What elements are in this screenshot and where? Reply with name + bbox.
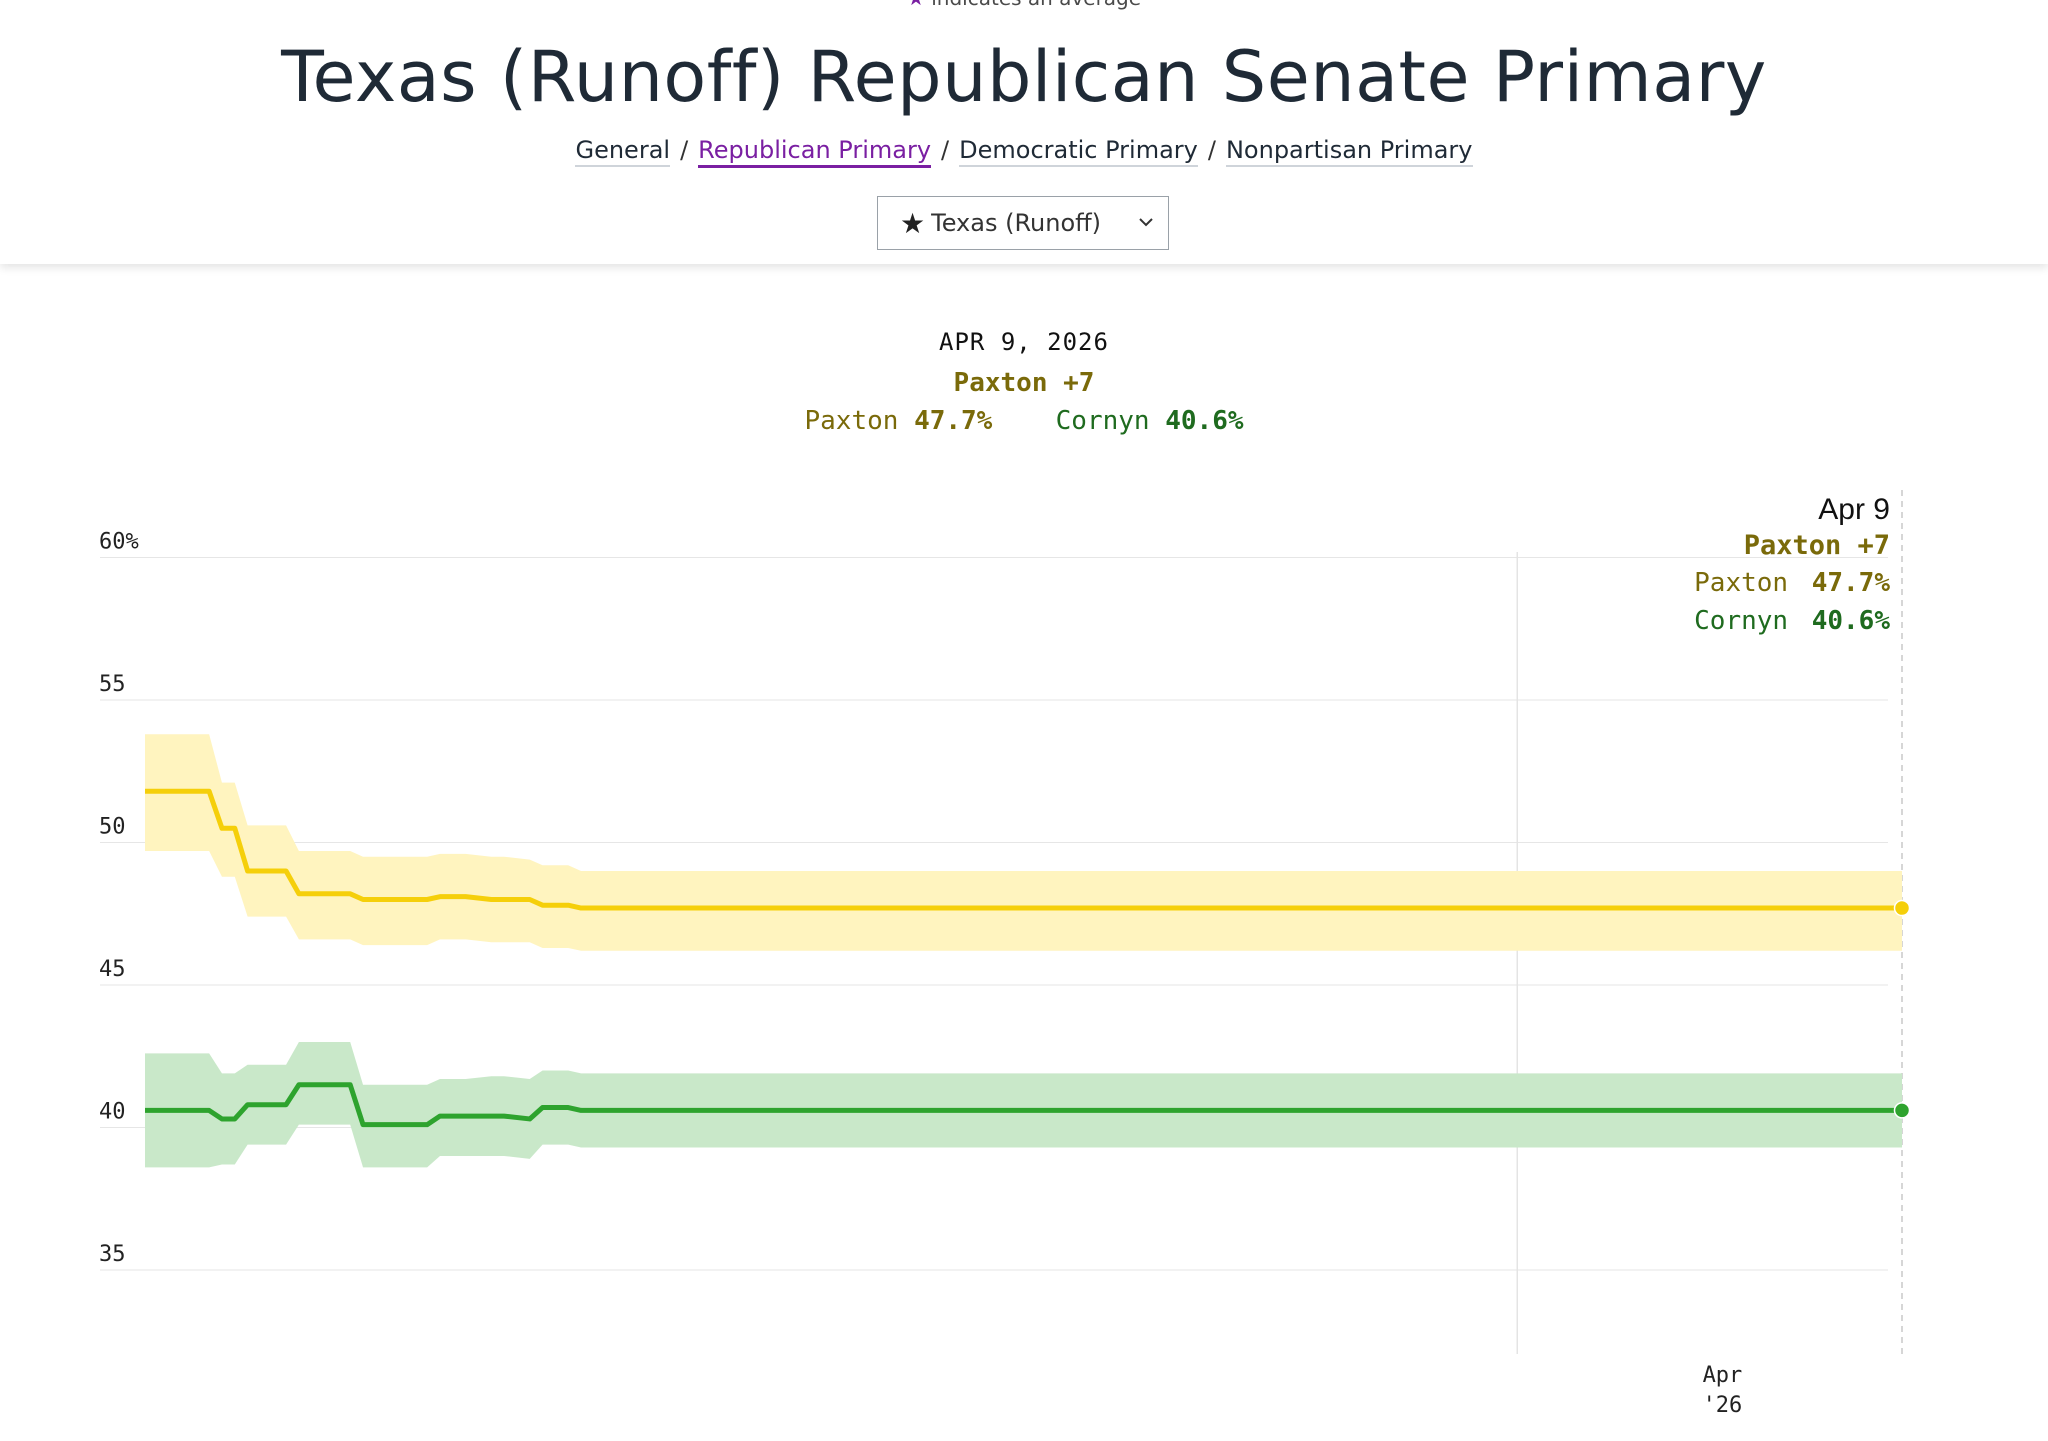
average-note: ★ indicates an average xyxy=(0,0,2048,10)
race-select[interactable]: ★ Texas (Runoff) xyxy=(877,196,1169,250)
breadcrumb-separator: / xyxy=(1207,136,1216,164)
x-tick-label-1: '26 xyxy=(1703,1393,1743,1418)
page-header: ★ indicates an average Texas (Runoff) Re… xyxy=(0,0,2048,264)
y-tick-label-55: 55 xyxy=(99,672,126,697)
tooltip-paxton: Paxton 47.7% xyxy=(1694,568,1890,598)
chart-tooltip: Apr 9 Paxton +7 Paxton 47.7% Cornyn 40.6… xyxy=(1694,493,1890,636)
tooltip-date: Apr 9 xyxy=(1818,493,1890,526)
cornyn-uncertainty-band xyxy=(145,1042,1902,1168)
summary-paxton-name: Paxton xyxy=(804,406,899,436)
chevron-down-icon xyxy=(1139,218,1153,227)
tooltip-paxton-value: 47.7% xyxy=(1812,568,1891,598)
chart-bands xyxy=(145,734,1902,1168)
cornyn-endpoint-dot xyxy=(1893,1102,1911,1119)
summary-values: Paxton 47.7% Cornyn 40.6% xyxy=(0,406,2048,436)
tooltip-paxton-name: Paxton xyxy=(1694,568,1788,598)
nav-democratic-primary[interactable]: Democratic Primary xyxy=(959,136,1198,167)
y-tick-label-50: 50 xyxy=(99,815,126,840)
paxton-uncertainty-band xyxy=(145,734,1902,951)
breadcrumb-separator: / xyxy=(680,136,689,164)
race-select-value: Texas (Runoff) xyxy=(931,209,1102,237)
y-tick-label-60: 60% xyxy=(99,530,139,555)
summary-paxton-value: 47.7% xyxy=(914,406,993,436)
star-icon: ★ xyxy=(900,206,926,240)
cornyn-trend-line xyxy=(145,1082,1902,1128)
tooltip-lead: Paxton +7 xyxy=(1744,530,1890,561)
polling-average-chart[interactable]: 35 40 45 50 55 60% Apr '26 Apr 9 Paxton +7 Paxt… xyxy=(0,490,2048,1441)
breadcrumb-separator: / xyxy=(941,136,950,164)
nav-general[interactable]: General xyxy=(575,136,671,167)
chart-ticks: 35 40 45 50 55 60% Apr '26 xyxy=(99,530,1742,1419)
nav-republican-primary[interactable]: Republican Primary xyxy=(698,136,932,168)
summary-date: APR 9, 2026 xyxy=(939,328,1109,356)
y-tick-label-35: 35 xyxy=(99,1242,126,1267)
summary-lead: Paxton +7 xyxy=(953,368,1095,398)
tooltip-cornyn: Cornyn 40.6% xyxy=(1694,606,1890,636)
summary-cornyn-name: Cornyn xyxy=(1055,406,1150,436)
star-icon: ★ xyxy=(907,0,925,10)
paxton-trend-line xyxy=(145,788,1902,911)
y-tick-label-45: 45 xyxy=(99,957,126,982)
average-note-text: indicates an average xyxy=(931,0,1141,10)
y-tick-label-40: 40 xyxy=(99,1100,126,1125)
tooltip-cornyn-value: 40.6% xyxy=(1812,606,1891,636)
tooltip-cornyn-name: Cornyn xyxy=(1694,606,1788,636)
page-title: Texas (Runoff) Republican Senate Primary xyxy=(281,36,1767,118)
summary-cornyn-value: 40.6% xyxy=(1165,406,1244,436)
nav-nonpartisan-primary[interactable]: Nonpartisan Primary xyxy=(1225,136,1473,167)
breadcrumb: General / Republican Primary / Democratic Pr… xyxy=(0,136,2048,168)
chart-lines xyxy=(145,788,1911,1128)
paxton-endpoint-dot xyxy=(1893,899,1911,917)
x-tick-label-0: Apr xyxy=(1703,1363,1743,1388)
